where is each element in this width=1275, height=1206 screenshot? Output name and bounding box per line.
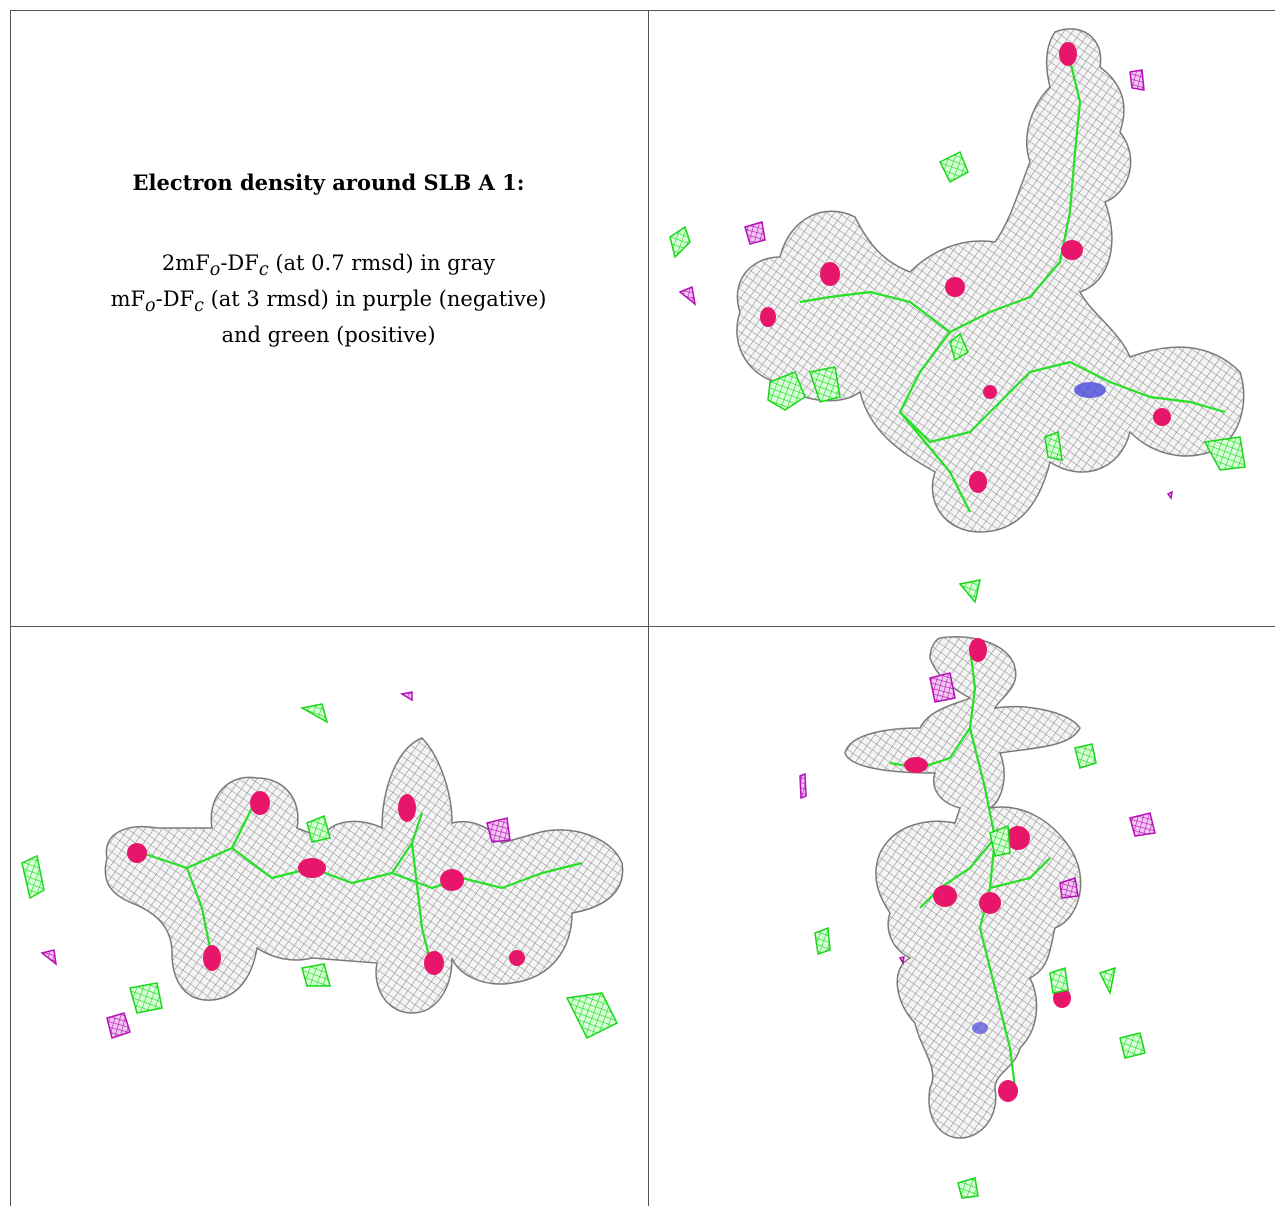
table-divider-horizontal: [10, 626, 1275, 627]
caption-cell: Electron density around SLB A 1: 2mFo-DF…: [10, 170, 647, 350]
caption-line-difference: mFo-DFc (at 3 rmsd) in purple (negative): [110, 287, 547, 317]
caption-line-gray: 2mFo-DFc (at 0.7 rmsd) in gray: [161, 251, 496, 281]
caption-line-positive: and green (positive): [221, 323, 436, 348]
caption-title: Electron density around SLB A 1:: [132, 170, 525, 195]
table-border-left: [10, 10, 11, 1206]
table-divider-vertical: [648, 10, 649, 1206]
density-view-bottom-left: [12, 628, 647, 1206]
density-view-top-right: [650, 12, 1275, 624]
table-border-top: [10, 10, 1275, 11]
density-view-bottom-right: [650, 628, 1275, 1206]
